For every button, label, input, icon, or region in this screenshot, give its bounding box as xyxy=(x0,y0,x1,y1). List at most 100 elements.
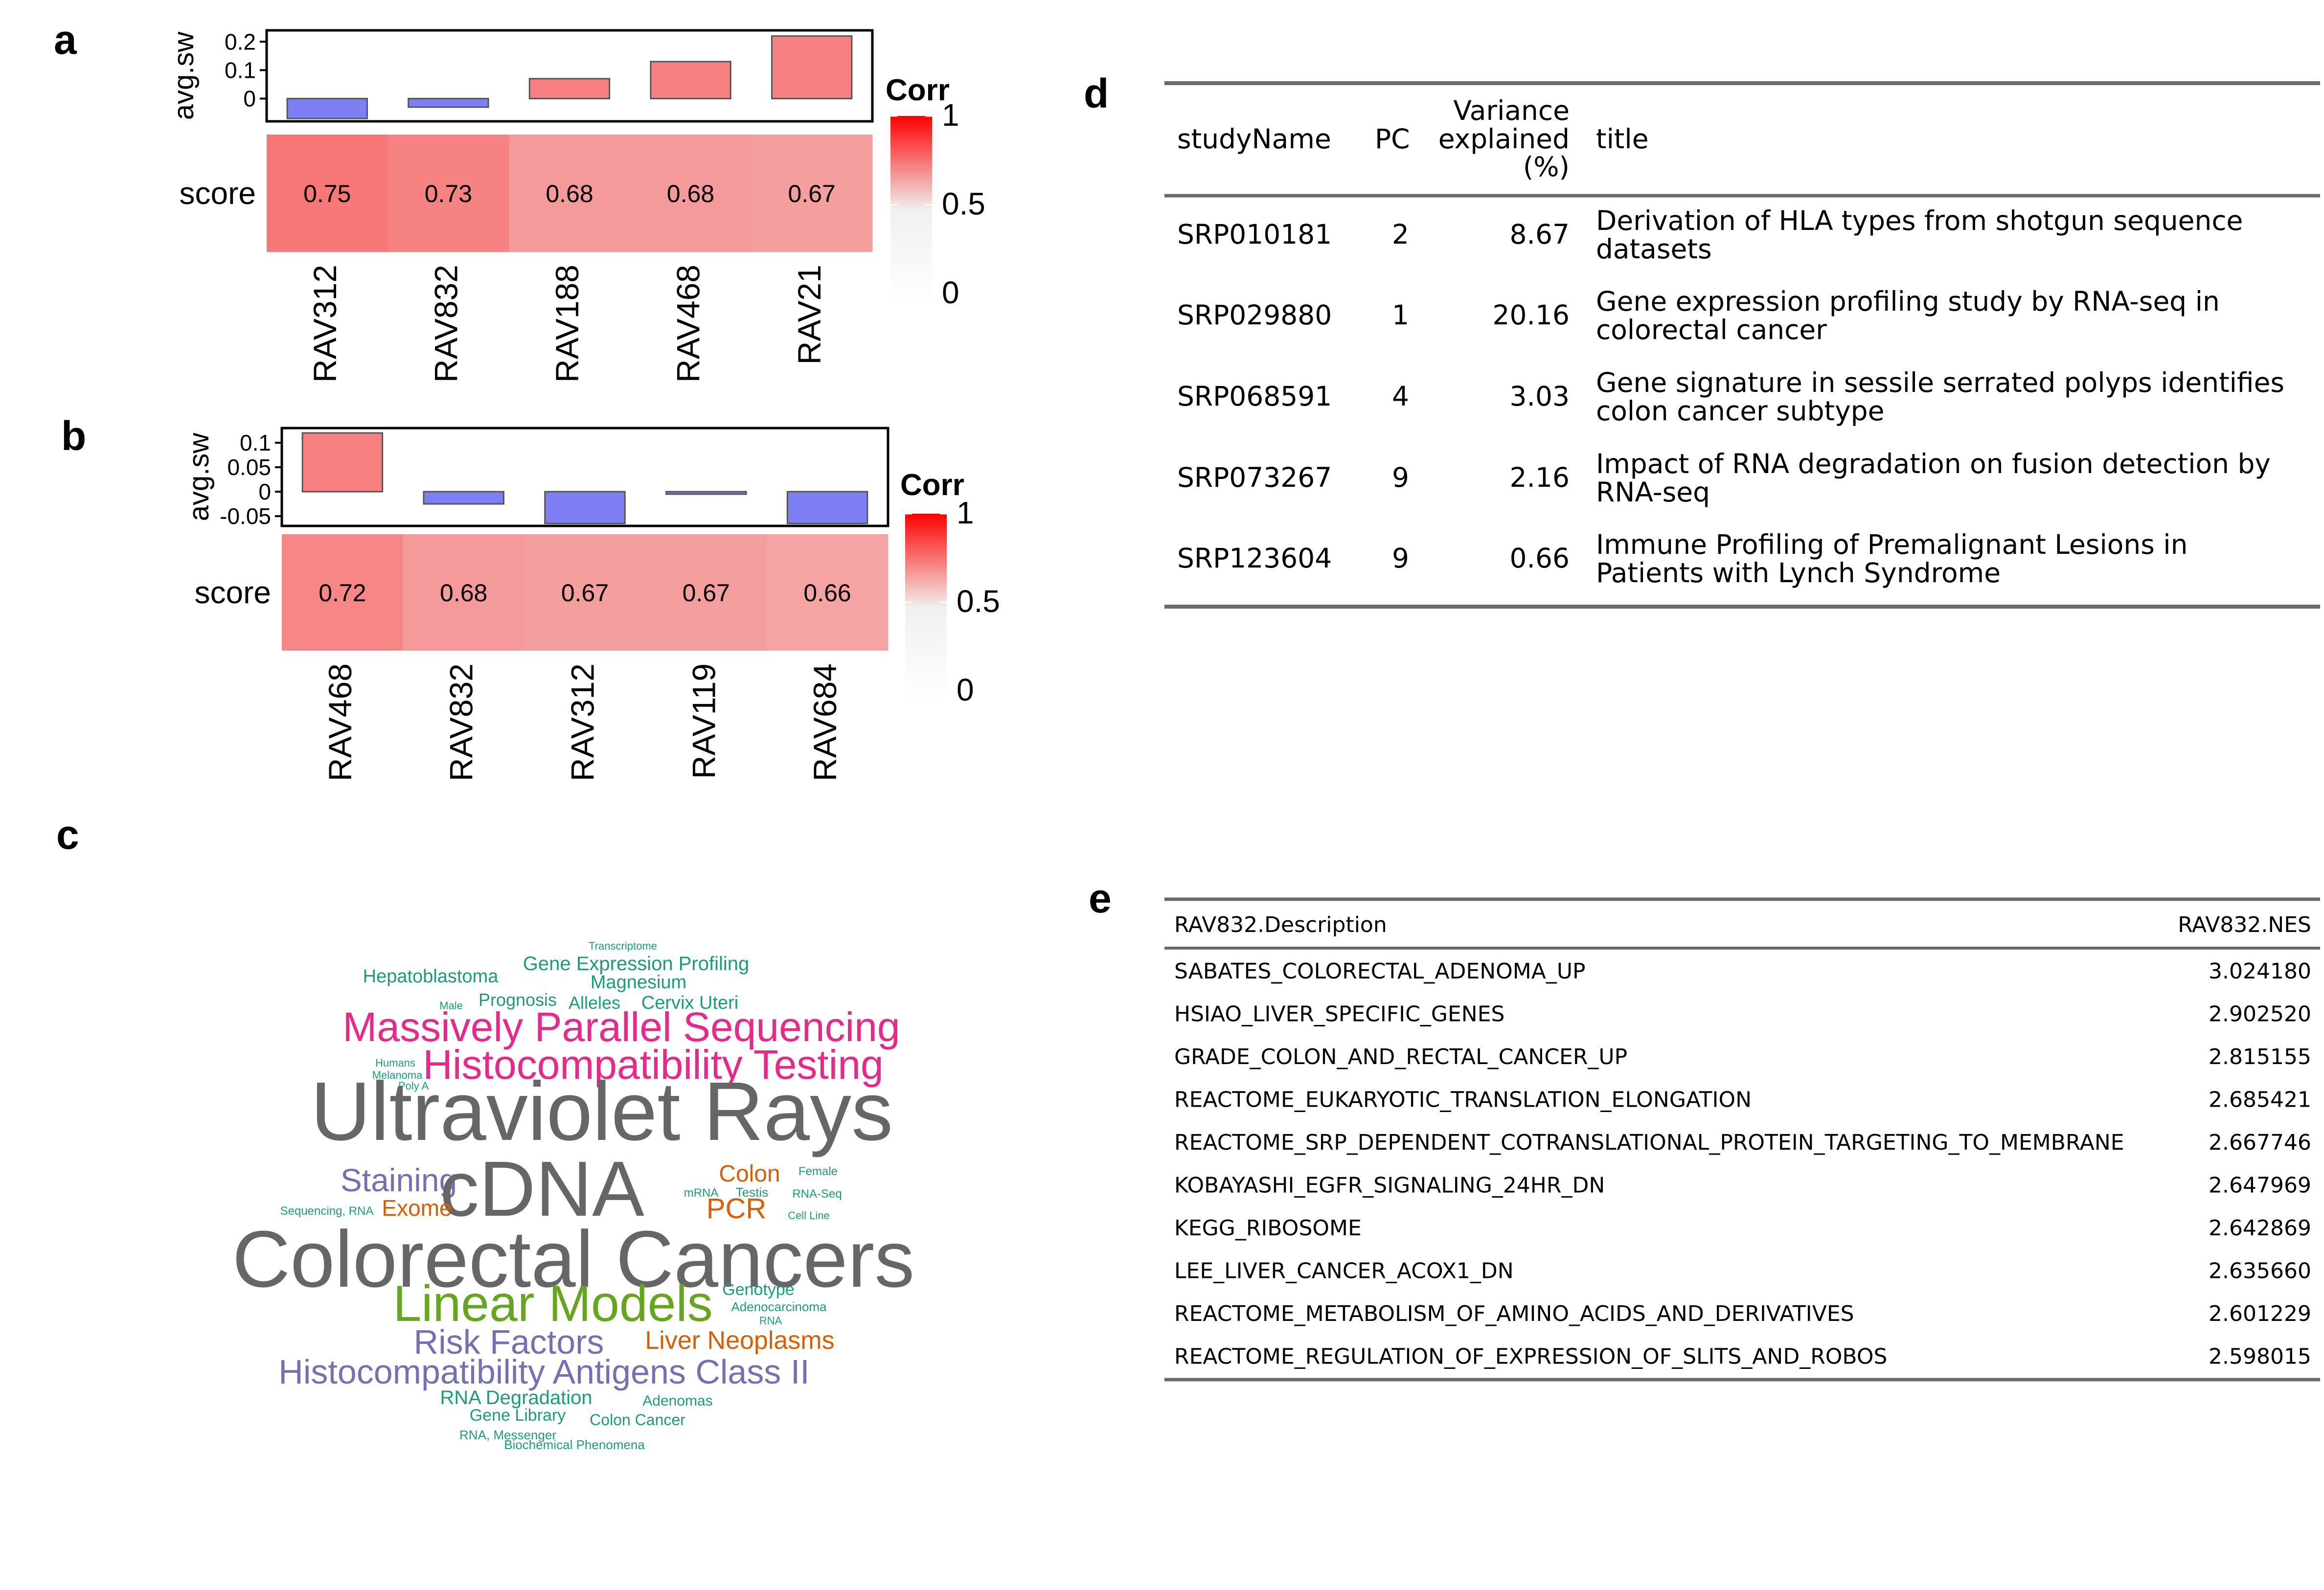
wordcloud-word: RNA-Seq xyxy=(792,1187,842,1201)
heatmap-row-label: score xyxy=(195,575,272,610)
x-category-label: RAV832 xyxy=(428,265,464,383)
cell-description: KOBAYASHI_EGFR_SIGNALING_24HR_DN xyxy=(1174,1173,1605,1198)
bar xyxy=(528,78,611,99)
wordcloud-word: Transcriptome xyxy=(589,940,657,952)
legend-color-bar xyxy=(905,514,947,701)
wordcloud-word: Female xyxy=(798,1165,838,1178)
panel-letter-d: d xyxy=(1084,70,1109,116)
bar xyxy=(786,491,868,524)
legend-color-bar xyxy=(890,116,932,303)
cell-description: REACTOME_REGULATION_OF_EXPRESSION_OF_SLI… xyxy=(1174,1344,1887,1369)
x-category-label: RAV21 xyxy=(791,265,827,364)
heatmap-cell-label: 0.72 xyxy=(319,579,366,607)
cell-study-name: SRP068591 xyxy=(1177,381,1332,412)
wordcloud-word: Massively Parallel Sequencing xyxy=(342,1004,900,1050)
wordcloud-word: Colon xyxy=(719,1161,780,1187)
heatmap-cell xyxy=(645,534,767,651)
legend-tick-label: 0 xyxy=(942,275,959,310)
wordcloud-word: Gene Library xyxy=(470,1406,566,1425)
wordcloud-word: Magnesium xyxy=(591,972,686,993)
heatmap-cell xyxy=(524,534,646,651)
heatmap-cell-label: 0.68 xyxy=(667,180,714,207)
cell-study-name: SRP123604 xyxy=(1177,543,1332,574)
cell-title: RNA-seq xyxy=(1596,477,1710,508)
heatmap-cell xyxy=(751,135,873,252)
wordcloud-word: Risk Factors xyxy=(414,1323,604,1361)
cell-variance: 0.66 xyxy=(1510,543,1570,574)
wordcloud-word: Hepatoblastoma xyxy=(363,966,499,987)
wordcloud-word: Ultraviolet Rays xyxy=(311,1065,893,1158)
cell-nes: 2.815155 xyxy=(2209,1045,2311,1069)
cell-title: Patients with Lynch Syndrome xyxy=(1596,557,2001,589)
column-header: studyName xyxy=(1177,123,1331,155)
wordcloud-word: Gene Expression Profiling xyxy=(523,953,749,975)
wordcloud-word: RNA, Messenger xyxy=(459,1428,556,1442)
wordcloud-word: Humans xyxy=(375,1057,415,1069)
cell-study-name: SRP010181 xyxy=(1177,219,1332,250)
bar xyxy=(286,98,368,119)
y-tick-label: 0.1 xyxy=(225,57,256,83)
wordcloud-word: Histocompatibility Antigens Class II xyxy=(278,1353,809,1391)
heatmap-cell-label: 0.67 xyxy=(788,180,836,207)
cell-nes: 2.685421 xyxy=(2209,1088,2311,1113)
panel-a-chart: 0.2 0.1 0 avg.sw 0.75 RAV312 0.73 RAV832 0.68 RAV… xyxy=(168,29,985,383)
wordcloud-word: Biochemical Phenomena xyxy=(504,1437,645,1452)
wordcloud-word: PCR xyxy=(706,1193,766,1225)
legend-title: Corr xyxy=(886,73,950,107)
wordcloud-word: Colon Cancer xyxy=(590,1411,685,1429)
wordcloud-word: Cell Line xyxy=(788,1209,830,1222)
bar xyxy=(423,491,504,505)
panel-letter-c: c xyxy=(56,812,79,858)
wordcloud-word: Adenomas xyxy=(642,1393,712,1409)
y-axis-label: avg.sw xyxy=(168,31,200,120)
bar xyxy=(650,61,731,99)
cell-title: Gene expression profiling study by RNA-s… xyxy=(1596,286,2220,317)
x-category-label: RAV832 xyxy=(443,663,479,781)
heatmap-cell-label: 0.66 xyxy=(803,579,851,607)
wordcloud-word: Cervix Uteri xyxy=(641,993,738,1013)
cell-title: Gene signature in sessile serrated polyp… xyxy=(1596,367,2284,398)
cell-variance: 20.16 xyxy=(1493,299,1570,331)
column-header-line: explained xyxy=(1438,123,1570,155)
cell-description: KEGG_RIBOSOME xyxy=(1174,1216,1362,1241)
cell-description: LEE_LIVER_CANCER_ACOX1_DN xyxy=(1174,1259,1514,1284)
cell-nes: 2.598015 xyxy=(2209,1344,2311,1369)
cell-variance: 2.16 xyxy=(1510,462,1570,493)
legend-tick-label: 0.5 xyxy=(942,186,985,222)
legend-tick-label: 0.5 xyxy=(957,584,1000,619)
y-tick-label: 0 xyxy=(258,479,271,504)
cell-title: Immune Profiling of Premalignant Lesions… xyxy=(1596,529,2188,560)
legend-tick-label: 1 xyxy=(942,97,959,133)
heatmap-cell xyxy=(509,135,631,252)
cell-pc: 4 xyxy=(1392,381,1409,412)
wordcloud-word: Staining xyxy=(341,1162,457,1198)
cell-nes: 2.635660 xyxy=(2209,1259,2311,1284)
wordcloud-word: Testis xyxy=(736,1185,768,1200)
cell-title: colon cancer subtype xyxy=(1596,395,1884,427)
x-category-label: RAV468 xyxy=(670,265,706,383)
bar-plot-frame xyxy=(280,427,889,527)
wordcloud-word: Liver Neoplasms xyxy=(645,1326,834,1355)
wordcloud-word: Exome xyxy=(382,1195,452,1221)
panel-letter-e: e xyxy=(1089,875,1112,921)
heatmap-cell-label: 0.67 xyxy=(683,579,730,607)
wordcloud-word: Genotype xyxy=(722,1280,794,1299)
cell-variance: 3.03 xyxy=(1510,381,1570,412)
wordcloud-word: cDNA xyxy=(440,1145,644,1232)
heatmap-cell xyxy=(267,135,388,252)
bar xyxy=(771,35,853,99)
wordcloud-word: Linear Models xyxy=(393,1275,712,1332)
x-category-label: RAV468 xyxy=(322,663,358,781)
cell-nes: 3.024180 xyxy=(2209,959,2311,984)
heatmap-cell-label: 0.68 xyxy=(440,579,487,607)
heatmap-cell-label: 0.73 xyxy=(425,180,472,207)
bar-plot-frame xyxy=(265,29,874,123)
x-category-label: RAV312 xyxy=(307,265,343,383)
wordcloud-word: RNA xyxy=(759,1315,782,1327)
cell-description: GRADE_COLON_AND_RECTAL_CANCER_UP xyxy=(1174,1045,1627,1069)
wordcloud-word: Melanoma xyxy=(372,1069,423,1081)
cell-nes: 2.647969 xyxy=(2209,1173,2311,1198)
cell-study-name: SRP029880 xyxy=(1177,299,1332,331)
y-tick-label: 0.1 xyxy=(240,430,271,455)
